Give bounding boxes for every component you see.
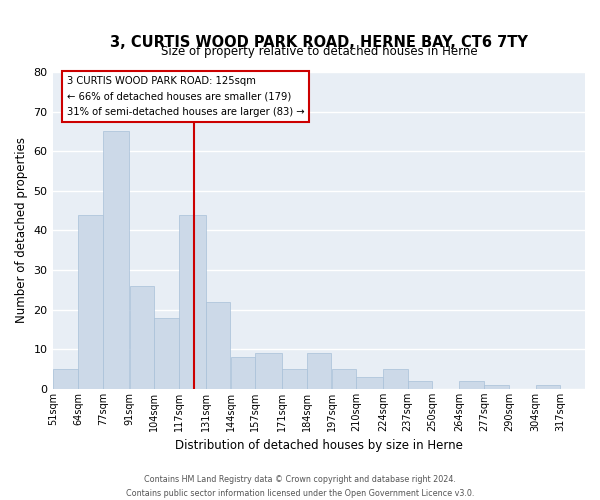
Title: 3, CURTIS WOOD PARK ROAD, HERNE BAY, CT6 7TY: 3, CURTIS WOOD PARK ROAD, HERNE BAY, CT6… [110,35,528,50]
Bar [130,286,154,389]
Bar [460,381,484,389]
Bar [53,369,78,389]
Bar [332,369,356,389]
Bar [179,214,206,389]
Bar [408,381,433,389]
X-axis label: Distribution of detached houses by size in Herne: Distribution of detached houses by size … [175,440,463,452]
Bar [282,369,307,389]
Bar [103,132,130,389]
Bar [230,357,255,389]
Bar [484,385,509,389]
Bar [356,377,383,389]
Bar [78,214,103,389]
Y-axis label: Number of detached properties: Number of detached properties [15,138,28,324]
Text: 3 CURTIS WOOD PARK ROAD: 125sqm
← 66% of detached houses are smaller (179)
31% o: 3 CURTIS WOOD PARK ROAD: 125sqm ← 66% of… [67,76,304,117]
Text: Size of property relative to detached houses in Herne: Size of property relative to detached ho… [161,44,478,58]
Bar [536,385,560,389]
Bar [307,353,331,389]
Text: Contains HM Land Registry data © Crown copyright and database right 2024.
Contai: Contains HM Land Registry data © Crown c… [126,476,474,498]
Bar [154,318,179,389]
Bar [383,369,407,389]
Bar [206,302,230,389]
Bar [256,353,282,389]
